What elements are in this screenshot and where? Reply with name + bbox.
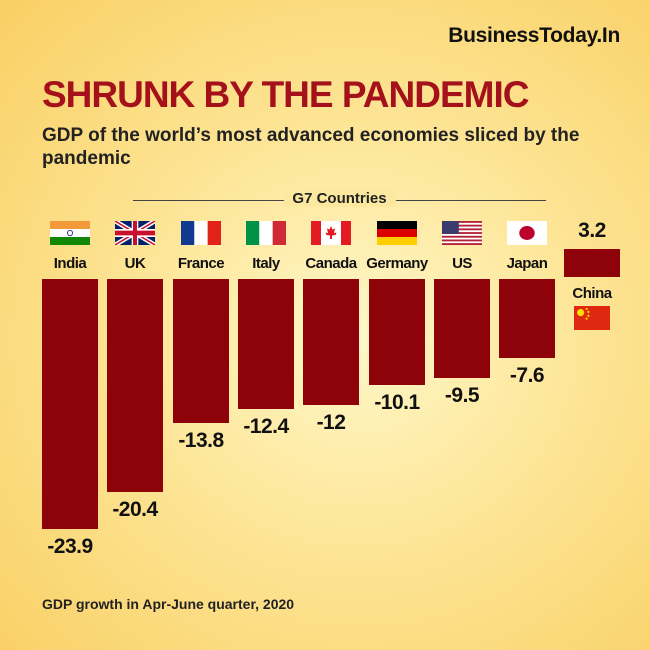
italy-flag-icon: [246, 221, 286, 245]
bar-japan: [499, 279, 555, 359]
g7-group-bracket: G7 Countries: [133, 190, 546, 210]
germany-flag-icon: [377, 221, 417, 245]
china-flag-icon: [574, 306, 610, 330]
country-label-india: India: [53, 255, 87, 272]
country-label-japan: Japan: [506, 255, 548, 272]
canada-flag-icon: [311, 221, 351, 245]
country-label-italy: Italy: [252, 255, 280, 272]
footnote: GDP growth in Apr-June quarter, 2020: [42, 596, 295, 612]
country-label-canada: Canada: [305, 255, 357, 272]
country-label-france: France: [177, 255, 225, 272]
value-label-japan: -7.6: [509, 364, 545, 388]
value-label-uk: -20.4: [112, 498, 158, 522]
country-label-germany: Germany: [366, 255, 428, 272]
bar-canada: [303, 279, 359, 405]
country-label-uk: UK: [124, 255, 146, 272]
value-label-india: -23.9: [47, 535, 93, 558]
bar-germany: [369, 279, 425, 385]
brand-logo: BusinessToday.In: [448, 24, 620, 47]
country-label-china: China: [572, 285, 612, 302]
bar-china: [564, 249, 620, 277]
chart-subtitle: GDP of the world’s most advanced economi…: [42, 125, 580, 169]
bar-france: [173, 279, 229, 424]
us-flag-icon: [442, 221, 482, 245]
uk-flag-icon: [115, 221, 155, 245]
value-label-us: -9.5: [444, 384, 480, 408]
chart-title: SHRUNK BY THE PANDEMIC: [42, 74, 529, 115]
india-flag-icon: [50, 221, 90, 245]
bar-italy: [238, 279, 294, 409]
bar-uk: [107, 279, 163, 493]
g7-group-label: G7 Countries: [283, 190, 396, 207]
france-flag-icon: [181, 221, 221, 245]
country-label-us: US: [452, 255, 472, 272]
value-label-germany: -10.1: [374, 390, 420, 414]
value-label-italy: -12.4: [243, 414, 289, 438]
japan-flag-icon: [507, 221, 547, 245]
bar-us: [434, 279, 490, 379]
value-label-china: 3.2: [578, 219, 606, 242]
bar-india: [42, 279, 98, 529]
value-label-france: -13.8: [178, 429, 224, 453]
value-label-canada: -12: [316, 410, 346, 434]
